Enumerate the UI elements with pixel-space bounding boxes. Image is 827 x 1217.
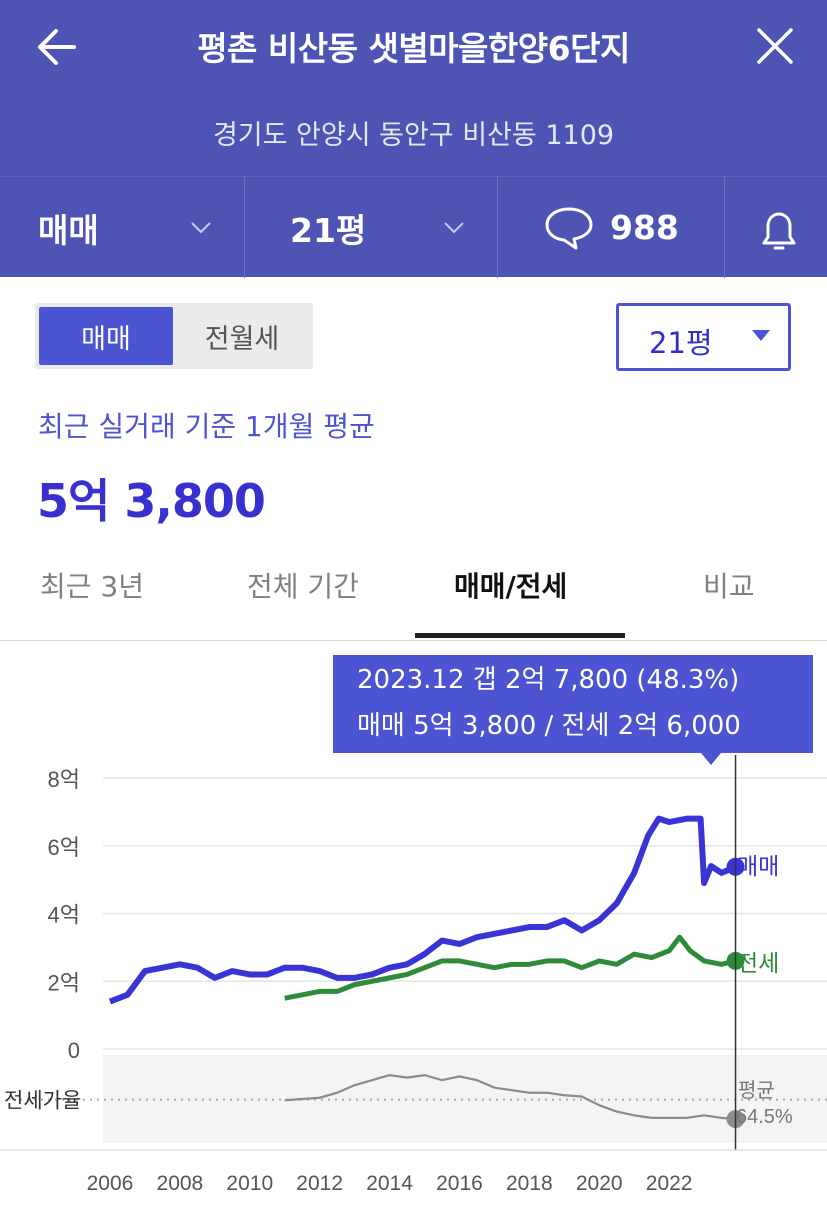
size-select-value: 21평 — [649, 326, 713, 360]
chevron-down-icon — [444, 222, 464, 234]
toggle-sale[interactable]: 매매 — [39, 307, 173, 365]
toggle-rent[interactable]: 전월세 — [204, 323, 280, 355]
chart-tooltip: 2023.12 갭 2억 7,800 (48.3%) 매매 5억 3,800 /… — [333, 655, 813, 765]
x-tick-label: 2014 — [366, 1172, 413, 1195]
ratio-panel — [103, 1055, 827, 1143]
deal-type-label: 매매 — [38, 210, 99, 250]
ratio-line — [284, 1073, 736, 1121]
x-tick-label: 2006 — [87, 1172, 134, 1195]
tab-all-period[interactable]: 전체 기간 — [247, 570, 359, 603]
deal-type-toggle: 매매 전월세 — [35, 303, 313, 369]
x-tick-label: 2008 — [157, 1172, 204, 1195]
arrow-left-icon[interactable] — [34, 24, 80, 70]
close-icon[interactable] — [755, 24, 795, 68]
tooltip-gap-line: 2023.12 갭 2억 7,800 (48.3%) — [357, 665, 740, 695]
bell-icon[interactable] — [756, 207, 802, 255]
y-tick-label: 8억 — [48, 767, 80, 792]
app-header: 평촌 비산동 샛별마을한양6단지 경기도 안양시 동안구 비산동 1109 매매… — [0, 0, 827, 278]
x-tick-label: 2018 — [506, 1172, 553, 1195]
active-tab-indicator — [415, 633, 625, 638]
x-tick-label: 2022 — [646, 1172, 693, 1195]
size-label: 21평 — [290, 210, 367, 250]
comment-count: 988 — [610, 208, 679, 247]
series-label-1: 전세 — [737, 950, 779, 976]
y-tick-label: 2억 — [48, 970, 80, 995]
speech-bubble-icon — [545, 207, 593, 249]
size-select[interactable]: 21평 — [616, 303, 791, 371]
x-tick-label: 2016 — [436, 1172, 483, 1195]
x-tick-label: 2012 — [296, 1172, 343, 1195]
tab-compare[interactable]: 비교 — [703, 570, 755, 603]
comments-button[interactable]: 988 — [544, 177, 679, 278]
price-basis-label: 최근 실거래 기준 1개월 평균 — [38, 410, 375, 443]
caret-down-icon — [752, 330, 770, 341]
series-line-1 — [284, 934, 737, 1001]
y-tick-label: 6억 — [48, 835, 80, 860]
address-text: 경기도 안양시 동안구 비산동 1109 — [212, 120, 615, 151]
ratio-average-label: 평균 — [738, 1079, 775, 1102]
chevron-down-icon — [191, 222, 211, 234]
y-tick-label: 0 — [68, 1038, 80, 1063]
series-label-0: 매매 — [737, 853, 779, 879]
size-dropdown[interactable]: 21평 — [290, 177, 366, 278]
tooltip-price-line: 매매 5억 3,800 / 전세 2억 6,000 — [357, 711, 741, 741]
deal-type-dropdown[interactable]: 매매 — [38, 177, 99, 278]
x-tick-label: 2010 — [226, 1172, 273, 1195]
tab-recent-3y[interactable]: 최근 3년 — [40, 570, 144, 603]
y-tick-label: 4억 — [48, 903, 80, 928]
average-price: 5억 3,800 — [37, 474, 266, 528]
ratio-label: 전세가율 — [4, 1090, 81, 1113]
tab-sale-jeonse[interactable]: 매매/전세 — [454, 570, 568, 603]
series-line-0 — [108, 815, 737, 1005]
header-tab-bar: 매매 21평 988 — [0, 176, 827, 278]
page-title: 평촌 비산동 샛별마을한양6단지 — [197, 29, 630, 68]
ratio-average-value: 64.5% — [736, 1106, 793, 1128]
x-tick-label: 2020 — [576, 1172, 623, 1195]
